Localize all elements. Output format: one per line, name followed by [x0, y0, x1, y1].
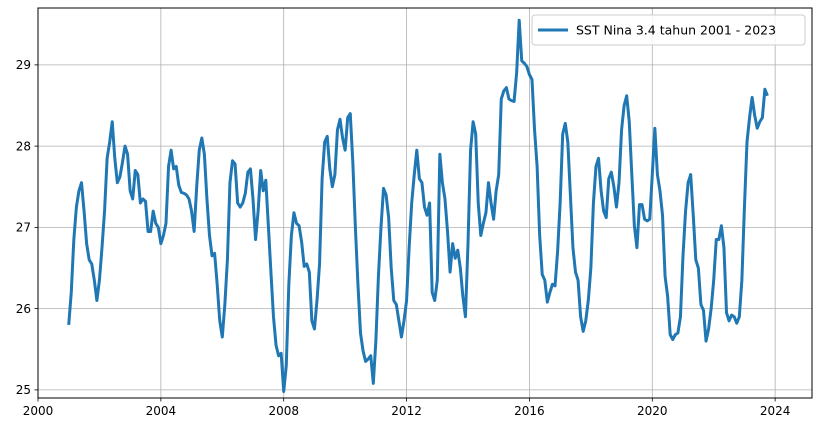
- y-tick-label: 26: [16, 302, 31, 316]
- plot-frame: [37, 7, 813, 399]
- legend: SST Nina 3.4 tahun 2001 - 2023: [531, 14, 806, 46]
- x-tick-label: 2008: [268, 404, 299, 418]
- x-tick-label: 2020: [637, 404, 668, 418]
- x-tick-label: 2024: [760, 404, 791, 418]
- x-tick-label: 2012: [391, 404, 422, 418]
- series-layer: [67, 18, 769, 393]
- legend-label: SST Nina 3.4 tahun 2001 - 2023: [576, 23, 776, 38]
- y-tick-label: 25: [16, 383, 31, 397]
- y-tick-label: 29: [16, 58, 31, 72]
- grid-lines: [37, 8, 812, 398]
- y-tick-label: 28: [16, 139, 31, 153]
- legend-box: [531, 14, 806, 46]
- x-tick-label: 2004: [146, 404, 177, 418]
- x-tick-label: 2016: [514, 404, 545, 418]
- y-tick-label: 27: [16, 221, 31, 235]
- axis-ticks: 2000 2004 2008 2012 2016 2020 2024 25 26 27 28 29: [16, 58, 791, 418]
- series-line-sst-nina34: [67, 18, 769, 393]
- x-tick-label: 2000: [23, 404, 54, 418]
